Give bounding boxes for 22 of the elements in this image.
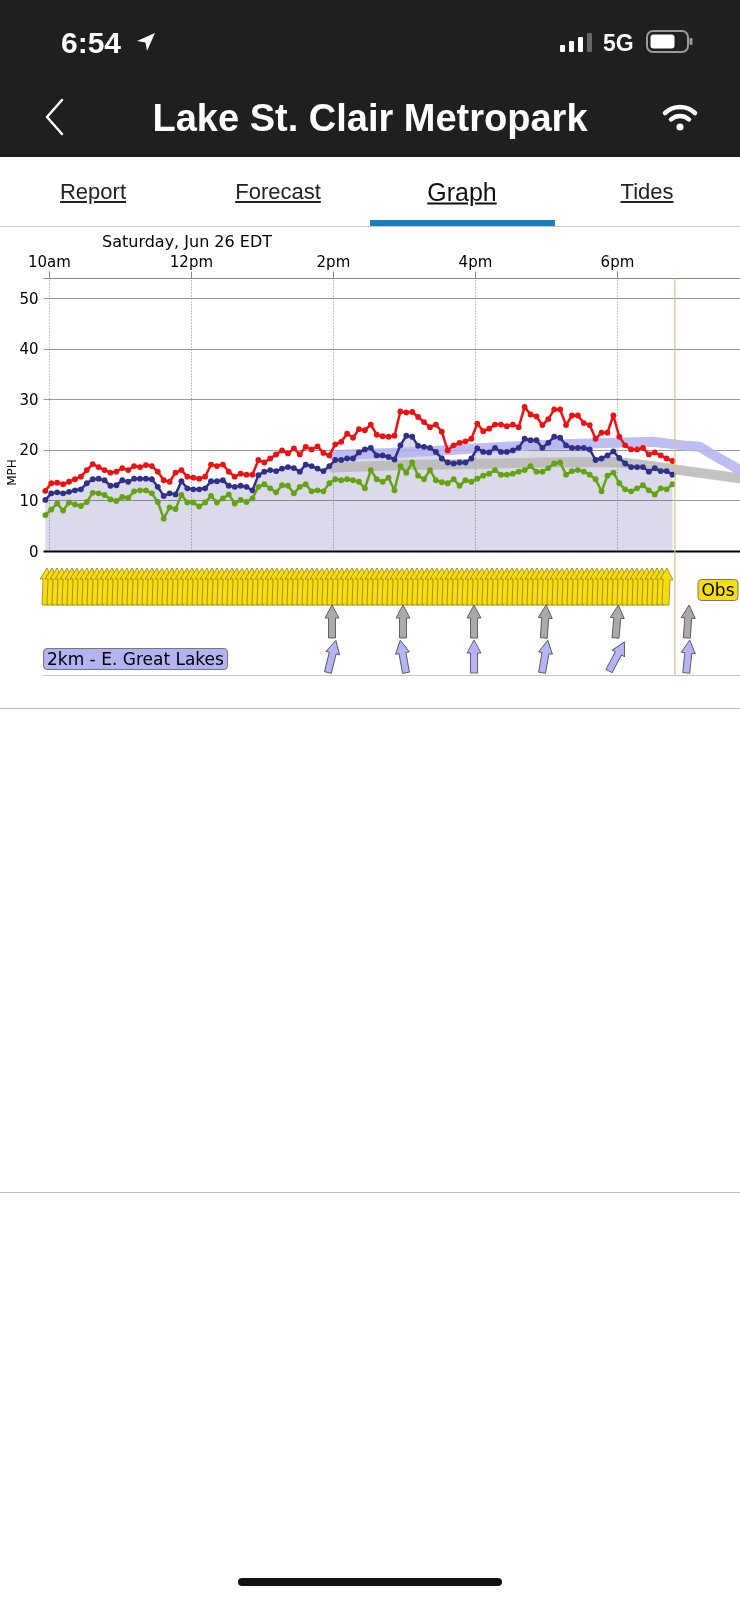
x-tick-label: 10am — [27, 252, 71, 271]
x-tick-label: 4pm — [458, 252, 493, 271]
text: 2km - E. Great Lakes — [43, 648, 228, 670]
y-tick-label: 30 — [19, 390, 39, 409]
y-tick-label: 10 — [19, 491, 39, 510]
text: Obs — [697, 579, 739, 601]
y-tick-label: 20 — [19, 441, 39, 460]
text: Tides — [620, 179, 674, 205]
text: Report — [59, 179, 127, 205]
x-tick-label: 12pm — [169, 252, 214, 271]
x-tick-label: 6pm — [600, 252, 635, 271]
x-tick-label: 2pm — [316, 252, 351, 271]
text: 6:54 — [61, 26, 122, 60]
y-axis-title: MPH — [4, 459, 19, 486]
y-tick-label: 0 — [28, 542, 39, 561]
text: Forecast — [235, 179, 321, 205]
y-tick-label: 50 — [19, 289, 39, 308]
chart-subtitle: Saturday, Jun 26 EDT — [102, 232, 273, 251]
text: 5G — [603, 29, 634, 57]
y-tick-label: 40 — [19, 340, 39, 359]
text: Graph — [427, 177, 497, 207]
chart-title: Lake St. Clair Metropark — [152, 96, 588, 140]
